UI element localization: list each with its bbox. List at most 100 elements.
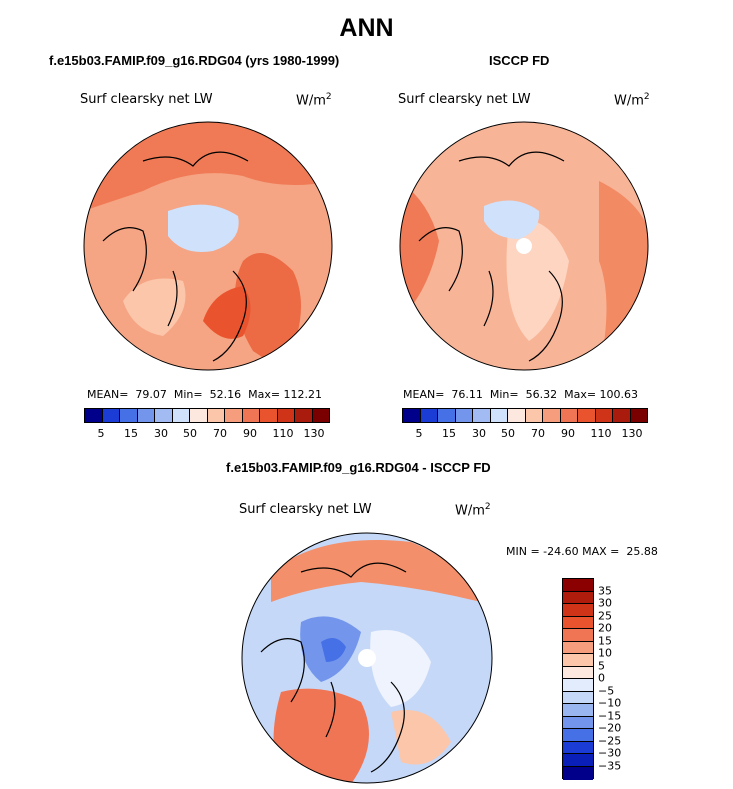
colorbar-swatch: [578, 409, 596, 422]
panel1-colorbar-ticks: 5 15 30 50 70 90 110 130: [84, 427, 330, 441]
panel1-polar-map: [83, 121, 333, 371]
colorbar-swatch: [613, 409, 631, 422]
colorbar-swatch: [560, 409, 578, 422]
diff-polar-map: [241, 532, 493, 784]
colorbar-swatch: [85, 409, 103, 422]
colorbar-swatch: [563, 691, 593, 704]
colorbar-tick: −5: [598, 684, 615, 697]
colorbar-swatch: [595, 409, 613, 422]
diff-neutral-region: [370, 630, 431, 707]
panel2-pole-mask: [516, 238, 532, 254]
panel1-variable-label: Surf clearsky net LW: [80, 92, 213, 107]
panel1-warm-region-east: [235, 253, 301, 370]
colorbar-swatch: [190, 409, 208, 422]
colorbar-swatch: [207, 409, 225, 422]
panel1-colorbar: [84, 408, 330, 423]
colorbar-tick: 5: [598, 659, 605, 672]
colorbar-tick: 130: [303, 427, 325, 440]
colorbar-tick: −35: [598, 759, 622, 772]
panel2-stats: MEAN= 76.11 Min= 56.32 Max= 100.63: [403, 388, 639, 401]
colorbar-tick: 15: [598, 634, 612, 647]
diff-colorbar: [562, 578, 594, 780]
colorbar-tick: 25: [598, 609, 612, 622]
colorbar-swatch: [403, 409, 421, 422]
colorbar-tick: −25: [598, 734, 622, 747]
colorbar-swatch: [630, 409, 647, 422]
colorbar-tick: 70: [213, 427, 227, 440]
colorbar-swatch: [455, 409, 473, 422]
colorbar-tick: −15: [598, 709, 622, 722]
colorbar-swatch: [563, 766, 593, 780]
colorbar-tick: 110: [272, 427, 294, 440]
colorbar-swatch: [563, 704, 593, 717]
colorbar-swatch: [563, 641, 593, 654]
panel2-polar-map: [399, 121, 649, 371]
colorbar-swatch: [563, 741, 593, 754]
colorbar-swatch: [312, 409, 329, 422]
panel2-units: W/m2: [614, 92, 650, 109]
panel1-cold-region: [168, 204, 239, 252]
colorbar-tick: −10: [598, 696, 622, 710]
colorbar-tick: 130: [621, 427, 643, 440]
diff-map-border: [241, 532, 493, 784]
page-title: ANN: [339, 14, 394, 42]
colorbar-tick: −20: [598, 721, 622, 735]
colorbar-swatch: [563, 604, 593, 617]
colorbar-tick: 90: [243, 427, 257, 440]
diff-warm-region-top: [271, 540, 481, 602]
colorbar-swatch: [155, 409, 173, 422]
panel1-stats: MEAN= 79.07 Min= 52.16 Max= 112.21: [87, 388, 323, 401]
colorbar-swatch: [438, 409, 456, 422]
colorbar-tick: 15: [442, 427, 456, 440]
colorbar-tick: 35: [598, 584, 612, 597]
colorbar-tick: −30: [598, 746, 622, 760]
colorbar-tick: 50: [183, 427, 197, 440]
panel1-case-title: f.e15b03.FAMIP.f09_g16.RDG04 (yrs 1980-1…: [49, 53, 340, 68]
colorbar-swatch: [563, 616, 593, 629]
colorbar-tick: 15: [124, 427, 138, 440]
colorbar-tick: 5: [415, 427, 423, 440]
panel2-cold-region: [484, 200, 540, 239]
colorbar-swatch: [563, 579, 593, 592]
colorbar-tick: 0: [598, 671, 605, 685]
diff-case-title: f.e15b03.FAMIP.f09_g16.RDG04 - ISCCP FD: [226, 460, 491, 475]
colorbar-swatch: [295, 409, 313, 422]
diff-coastline: [260, 562, 407, 773]
diff-deep-cool-region: [321, 638, 346, 662]
panel2-coastline: [418, 151, 565, 362]
colorbar-swatch: [242, 409, 260, 422]
diff-warm-region-south: [273, 688, 369, 783]
diff-stats: MIN = -24.60 MAX = 25.88: [506, 545, 658, 558]
colorbar-swatch: [260, 409, 278, 422]
colorbar-swatch: [420, 409, 438, 422]
colorbar-swatch: [543, 409, 561, 422]
colorbar-swatch: [563, 754, 593, 767]
colorbar-tick: 50: [501, 427, 515, 440]
colorbar-tick: 20: [598, 621, 612, 635]
colorbar-tick: 90: [561, 427, 575, 440]
colorbar-swatch: [563, 654, 593, 667]
panel1-coastline: [102, 151, 249, 362]
panel2-warm-region-west: [400, 181, 439, 321]
panel2-map-border: [399, 121, 649, 371]
diff-warm-patch-east: [391, 710, 451, 765]
colorbar-swatch: [525, 409, 543, 422]
colorbar-swatch: [563, 591, 593, 604]
colorbar-swatch: [563, 629, 593, 642]
panel1-hot-region: [203, 286, 251, 339]
colorbar-swatch: [473, 409, 491, 422]
colorbar-swatch: [102, 409, 120, 422]
panel2-variable-label: Surf clearsky net LW: [398, 92, 531, 107]
colorbar-tick: 30: [598, 596, 612, 610]
colorbar-swatch: [120, 409, 138, 422]
diff-variable-label: Surf clearsky net LW: [239, 502, 372, 517]
panel1-map-border: [83, 121, 333, 371]
colorbar-tick: 110: [590, 427, 612, 440]
panel1-units: W/m2: [296, 92, 332, 109]
colorbar-swatch: [490, 409, 508, 422]
colorbar-swatch: [277, 409, 295, 422]
colorbar-tick: 5: [97, 427, 105, 440]
diff-pole-mask: [358, 649, 376, 667]
colorbar-tick: 10: [598, 646, 612, 660]
colorbar-swatch: [172, 409, 190, 422]
